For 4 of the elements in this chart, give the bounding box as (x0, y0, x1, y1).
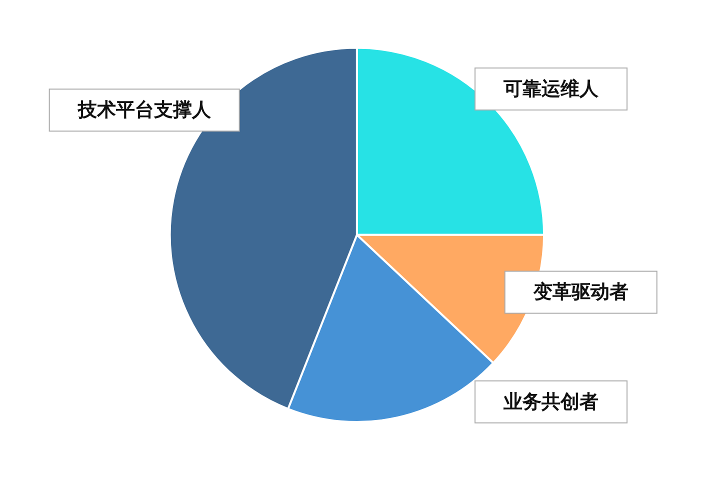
slice-label: 可靠运维人 (502, 78, 600, 100)
slice-label: 技术平台支撑人 (76, 99, 212, 122)
slice-label: 业务共创者 (502, 390, 599, 413)
slice-label: 变革驱动者 (532, 281, 628, 304)
